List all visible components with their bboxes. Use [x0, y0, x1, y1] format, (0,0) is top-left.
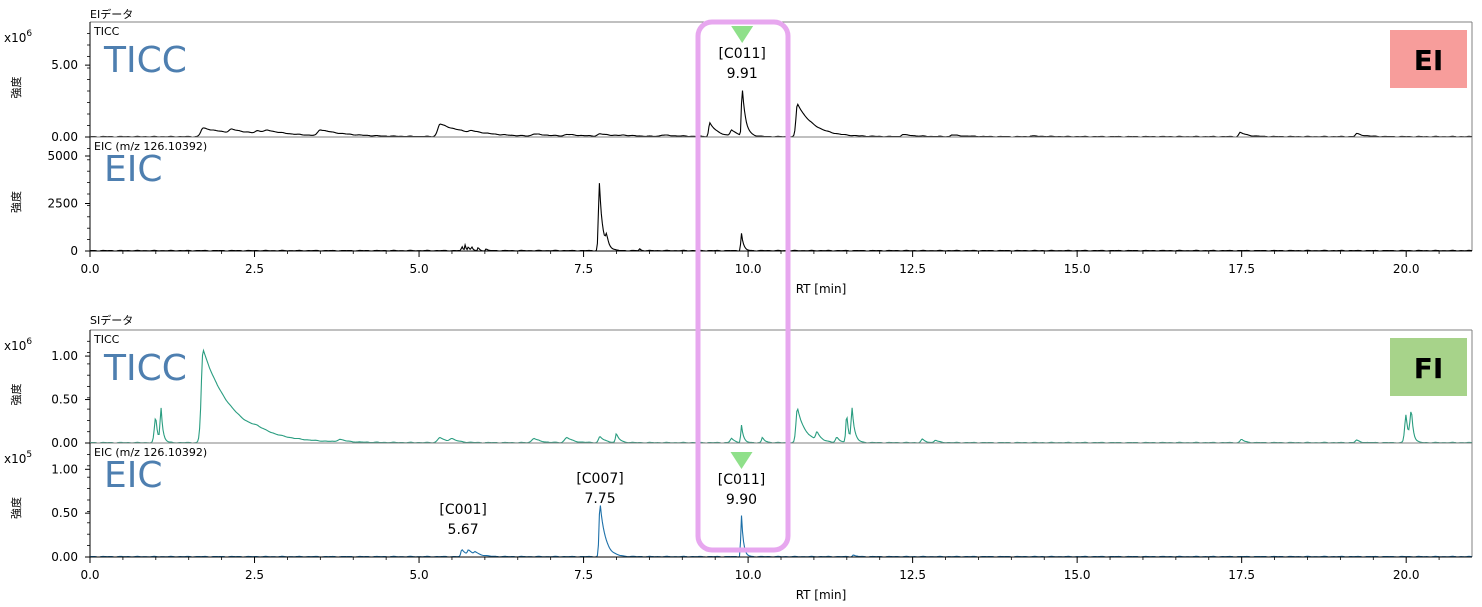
x-tick-label: 15.0 — [1064, 262, 1091, 276]
x-tick-label: 12.5 — [899, 568, 926, 582]
trace-line — [89, 90, 1473, 138]
y-tick-label: 5.00 — [51, 58, 78, 72]
y-tick-label: 0.00 — [51, 436, 78, 450]
x-tick-label: 15.0 — [1064, 568, 1091, 582]
y-tick-label: 1.00 — [51, 349, 78, 363]
ionization-badge-label: EI — [1414, 44, 1444, 77]
x-tick-label: 10.0 — [735, 568, 762, 582]
peak-annotation-value: 9.90 — [726, 492, 757, 508]
big-trace-label: EIC — [104, 455, 163, 496]
trace-label: EIC (m/z 126.10392) — [94, 446, 207, 459]
x-tick-label: 20.0 — [1393, 262, 1420, 276]
x-tick-label: 0.0 — [80, 262, 99, 276]
highlight-box — [695, 19, 791, 553]
y-tick-label: 0.00 — [51, 550, 78, 564]
peak-annotation-label: [C001] — [439, 502, 486, 518]
x-tick-label: 7.5 — [574, 262, 593, 276]
x-tick-label: 20.0 — [1393, 568, 1420, 582]
x-tick-label: 5.0 — [410, 262, 429, 276]
trace-line — [89, 348, 1473, 444]
x-tick-label: 5.0 — [410, 568, 429, 582]
section-title: SIデータ — [90, 313, 133, 327]
trace-label: TICC — [93, 25, 120, 38]
peak-marker-triangle — [731, 26, 754, 43]
x-tick-label: 10.0 — [735, 262, 762, 276]
trace-line — [89, 183, 1473, 252]
peak-annotation-value: 5.67 — [448, 522, 479, 538]
x-tick-label: 17.5 — [1228, 262, 1255, 276]
y-tick-label: 0 — [70, 244, 78, 258]
big-trace-label: EIC — [104, 149, 163, 190]
trace-label: TICC — [93, 333, 120, 346]
peak-annotation-label: [C011] — [718, 46, 765, 62]
x-tick-label: 7.5 — [574, 568, 593, 582]
y-tick-label: 2500 — [47, 197, 78, 211]
ionization-badge — [1390, 30, 1467, 88]
y-axis-label: 強度 — [9, 77, 23, 99]
y-tick-label: 0.00 — [51, 130, 78, 144]
y-axis-label: 強度 — [9, 384, 23, 406]
peak-marker-triangle — [730, 452, 753, 469]
peak-annotation-label: [C007] — [576, 471, 623, 487]
y-multiplier: x105 — [4, 450, 32, 466]
trace-label: EIC (m/z 126.10392) — [94, 140, 207, 153]
y-axis-label: 強度 — [9, 191, 23, 213]
peak-annotation-label: [C011] — [718, 472, 765, 488]
y-tick-label: 1.00 — [51, 462, 78, 476]
peak-annotation-value: 7.75 — [584, 491, 615, 507]
y-tick-label: 0.50 — [51, 506, 78, 520]
x-tick-label: 12.5 — [899, 262, 926, 276]
x-tick-label: 2.5 — [245, 568, 264, 582]
x-tick-label: 0.0 — [80, 568, 99, 582]
y-axis-label: 強度 — [9, 497, 23, 519]
y-tick-label: 5000 — [47, 149, 78, 163]
ionization-badge-label: FI — [1414, 352, 1444, 385]
x-axis-label: RT [min] — [796, 282, 847, 296]
x-axis-label: RT [min] — [796, 588, 847, 602]
x-tick-label: 17.5 — [1228, 568, 1255, 582]
x-tick-label: 2.5 — [245, 262, 264, 276]
big-trace-label: TICC — [103, 348, 187, 389]
peak-annotation-value: 9.91 — [727, 66, 758, 82]
y-multiplier: x106 — [4, 337, 32, 353]
ionization-badge — [1390, 338, 1467, 396]
y-tick-label: 0.50 — [51, 393, 78, 407]
y-multiplier: x106 — [4, 29, 32, 45]
section-title: EIデータ — [90, 7, 133, 21]
big-trace-label: TICC — [103, 40, 187, 81]
